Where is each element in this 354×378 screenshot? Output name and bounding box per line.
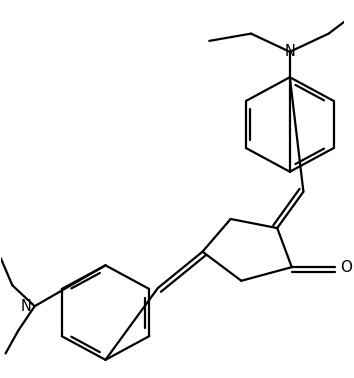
Text: N: N xyxy=(20,299,31,314)
Text: O: O xyxy=(341,260,353,275)
Text: N: N xyxy=(284,44,295,59)
